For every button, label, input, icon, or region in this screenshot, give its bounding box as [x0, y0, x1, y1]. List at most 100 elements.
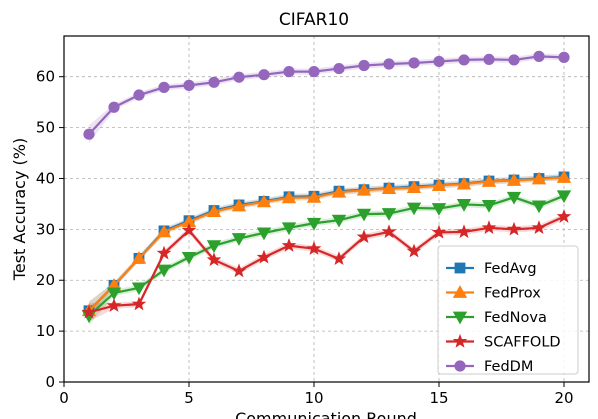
feddm-point	[383, 58, 395, 70]
feddm-point	[183, 79, 195, 91]
fedprox-point	[381, 181, 397, 195]
feddm-point	[558, 51, 570, 63]
y-tick-label: 0	[45, 373, 55, 391]
fednova-point	[331, 214, 347, 228]
axis-ticks: 0 5 10 15 20 0 10 20 30 40 50 60	[36, 68, 574, 407]
fedprox-point	[281, 190, 297, 204]
legend-item-feddm: FedDM	[446, 359, 533, 375]
scaffold-point	[456, 224, 472, 239]
fednova-point	[256, 227, 272, 241]
legend-item-fednova: FedNova	[446, 310, 547, 326]
scaffold-point	[181, 222, 197, 237]
scaffold-point	[481, 220, 497, 235]
scaffold-point	[531, 220, 547, 235]
fedprox-point	[256, 194, 272, 208]
fedprox-point	[481, 174, 497, 187]
fednova-point	[181, 251, 197, 265]
fednova-point	[356, 208, 372, 222]
fednova-point	[131, 282, 147, 296]
fednova-point	[381, 208, 397, 221]
fednova-point	[556, 190, 572, 204]
fednova-point	[431, 203, 447, 216]
scaffold-point	[556, 208, 572, 223]
legend-label-feddm: FedDM	[484, 359, 533, 375]
fednova-point	[206, 240, 222, 253]
y-tick-label: 50	[36, 119, 55, 137]
feddm-point	[483, 53, 495, 66]
legend-marker-fedavg	[454, 262, 466, 274]
scaffold-point	[281, 237, 297, 252]
scaffold-point	[306, 241, 322, 255]
fednova-point	[281, 222, 297, 236]
fednova-point	[231, 233, 247, 246]
legend-label-fednova: FedNova	[484, 310, 547, 326]
feddm-point	[358, 59, 370, 72]
fedprox-point	[406, 180, 422, 194]
feddm-point	[158, 81, 170, 93]
fedprox-point	[556, 170, 572, 183]
feddm-point	[333, 62, 345, 75]
plot-frame	[63, 35, 590, 383]
feddm-series	[83, 50, 570, 140]
fednova-point	[156, 264, 172, 278]
scaffold-point	[81, 304, 97, 319]
fedprox-point	[431, 178, 447, 191]
scaffold-point	[206, 252, 222, 267]
scaffold-series	[81, 208, 572, 319]
y-tick-label: 40	[36, 169, 55, 187]
feddm-point	[108, 101, 120, 113]
fednova-point	[506, 191, 522, 205]
feddm-point	[283, 66, 295, 78]
scaffold-point	[131, 296, 147, 311]
legend-marker-fednova	[452, 311, 468, 325]
feddm-point	[508, 54, 520, 66]
scaffold-point	[256, 249, 272, 264]
series-lines	[81, 50, 572, 324]
fedavg-band	[89, 173, 564, 320]
x-tick-label: 5	[184, 389, 194, 407]
scaffold-line	[88, 215, 565, 314]
fednova-point	[406, 202, 422, 216]
legend-marker-feddm	[454, 360, 466, 372]
fedprox-point	[156, 224, 172, 238]
legend-marker-scaffold	[452, 333, 468, 348]
y-tick-label: 20	[36, 271, 55, 289]
feddm-point	[433, 55, 445, 68]
fednova-point	[106, 287, 122, 301]
scaffold-point	[431, 224, 447, 239]
scaffold-point	[156, 245, 172, 260]
fednova-point	[306, 217, 322, 231]
feddm-point	[408, 57, 420, 69]
scaffold-point	[356, 229, 372, 244]
legend-label-fedavg: FedAvg	[484, 261, 537, 277]
x-tick-label: 15	[429, 389, 448, 407]
scaffold-point	[406, 243, 422, 258]
feddm-point	[83, 128, 95, 140]
legend: FedAvg FedProx FedNova SCAFFOLD FedDM	[437, 245, 579, 375]
legend-marker-fedprox	[452, 285, 468, 298]
x-tick-label: 0	[59, 389, 69, 407]
feddm-point	[458, 54, 470, 66]
feddm-point	[533, 50, 545, 62]
legend-label-scaffold: SCAFFOLD	[484, 335, 561, 351]
y-tick-label: 30	[36, 220, 55, 238]
scaffold-point	[331, 251, 347, 266]
x-axis-label: Communication Round	[235, 409, 417, 419]
fedprox-point	[331, 184, 347, 198]
fedprox-point	[506, 173, 522, 186]
x-tick-label: 20	[554, 389, 573, 407]
fedprox-point	[206, 204, 222, 217]
fednova-point	[531, 200, 547, 214]
x-tick-label: 10	[304, 389, 323, 407]
fedprox-point	[356, 182, 372, 196]
fedprox-point	[231, 198, 247, 212]
feddm-point	[208, 76, 220, 88]
y-tick-label: 60	[36, 68, 55, 86]
y-axis-label: Test Accuracy (%)	[10, 138, 29, 281]
feddm-point	[233, 71, 245, 83]
fedprox-point	[456, 176, 472, 190]
fedprox-point	[531, 171, 547, 185]
feddm-point	[133, 89, 145, 101]
scaffold-point	[506, 221, 522, 236]
